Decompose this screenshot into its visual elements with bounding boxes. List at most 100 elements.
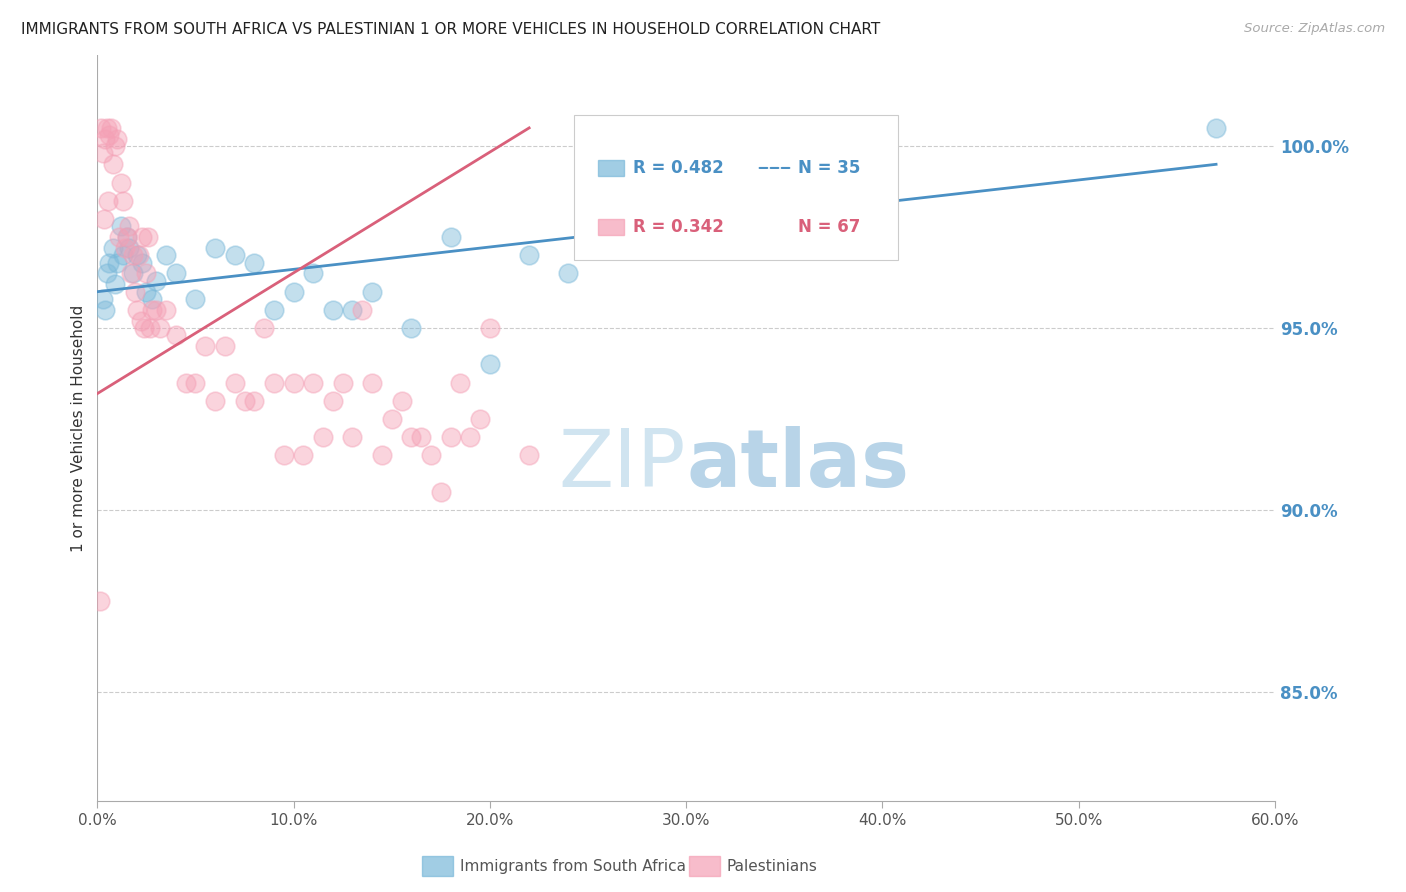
Point — [139, 321, 162, 335]
Point — [101, 241, 124, 255]
Text: ZIP: ZIP — [558, 426, 686, 505]
Point — [361, 376, 384, 390]
Point — [430, 484, 453, 499]
Point — [342, 430, 364, 444]
Point — [98, 128, 121, 143]
Point — [302, 376, 325, 390]
Point — [149, 321, 172, 335]
Point — [204, 393, 226, 408]
Point — [145, 274, 167, 288]
Point — [381, 412, 404, 426]
Point — [184, 292, 207, 306]
Point — [478, 358, 501, 372]
Point — [263, 376, 285, 390]
Point — [312, 430, 335, 444]
Text: N = 35: N = 35 — [799, 159, 860, 177]
Point — [224, 248, 246, 262]
Point — [194, 339, 217, 353]
Point — [224, 376, 246, 390]
Point — [155, 248, 177, 262]
Point — [174, 376, 197, 390]
Text: Palestinians: Palestinians — [727, 859, 818, 873]
Point — [115, 230, 138, 244]
Point — [517, 248, 540, 262]
Point — [557, 267, 579, 281]
Point — [141, 302, 163, 317]
Text: IMMIGRANTS FROM SOUTH AFRICA VS PALESTINIAN 1 OR MORE VEHICLES IN HOUSEHOLD CORR: IMMIGRANTS FROM SOUTH AFRICA VS PALESTIN… — [21, 22, 880, 37]
Point — [243, 255, 266, 269]
Point — [273, 449, 295, 463]
Point — [101, 157, 124, 171]
Point — [115, 230, 138, 244]
Point — [110, 176, 132, 190]
Point — [243, 393, 266, 408]
Point — [302, 267, 325, 281]
Point — [401, 321, 423, 335]
Point — [121, 267, 143, 281]
Point — [100, 120, 122, 135]
Point — [125, 248, 148, 262]
Point — [121, 248, 143, 262]
Point — [91, 146, 114, 161]
Point — [283, 285, 305, 299]
Text: N = 67: N = 67 — [799, 218, 860, 235]
FancyBboxPatch shape — [598, 160, 624, 177]
Text: Immigrants from South Africa: Immigrants from South Africa — [460, 859, 686, 873]
Point — [263, 302, 285, 317]
Point — [1205, 120, 1227, 135]
Point — [111, 194, 134, 208]
Point — [118, 241, 141, 255]
Point — [233, 393, 256, 408]
Point — [110, 219, 132, 234]
Point — [135, 267, 157, 281]
Point — [440, 430, 463, 444]
Point — [131, 255, 153, 269]
Point — [292, 449, 315, 463]
Point — [131, 230, 153, 244]
Point — [138, 230, 160, 244]
Point — [352, 302, 374, 317]
Point — [449, 376, 471, 390]
Point — [91, 292, 114, 306]
Point — [204, 241, 226, 255]
Point — [411, 430, 433, 444]
Point — [253, 321, 276, 335]
Point — [105, 132, 128, 146]
Point — [361, 285, 384, 299]
Point — [96, 267, 118, 281]
Point — [155, 302, 177, 317]
Point — [371, 449, 394, 463]
Y-axis label: 1 or more Vehicles in Household: 1 or more Vehicles in Household — [72, 304, 86, 552]
Point — [420, 449, 443, 463]
Point — [165, 328, 187, 343]
Point — [104, 277, 127, 292]
Point — [96, 120, 118, 135]
Point — [141, 292, 163, 306]
Point — [401, 430, 423, 444]
Point — [111, 248, 134, 262]
Point — [104, 139, 127, 153]
Point — [283, 376, 305, 390]
Point — [89, 594, 111, 608]
Point — [332, 376, 354, 390]
Point — [97, 194, 120, 208]
Point — [391, 393, 413, 408]
Point — [517, 449, 540, 463]
Text: R = 0.342: R = 0.342 — [633, 218, 724, 235]
Text: Source: ZipAtlas.com: Source: ZipAtlas.com — [1244, 22, 1385, 36]
Point — [98, 255, 121, 269]
Point — [214, 339, 236, 353]
Point — [145, 302, 167, 317]
Point — [342, 302, 364, 317]
Point — [105, 255, 128, 269]
Point — [94, 132, 117, 146]
Point — [93, 211, 115, 226]
FancyBboxPatch shape — [598, 219, 624, 235]
Point — [124, 285, 146, 299]
Point — [129, 314, 152, 328]
Text: R = 0.482: R = 0.482 — [633, 159, 724, 177]
Point — [165, 267, 187, 281]
Point — [478, 321, 501, 335]
Point — [125, 302, 148, 317]
Point — [135, 285, 157, 299]
